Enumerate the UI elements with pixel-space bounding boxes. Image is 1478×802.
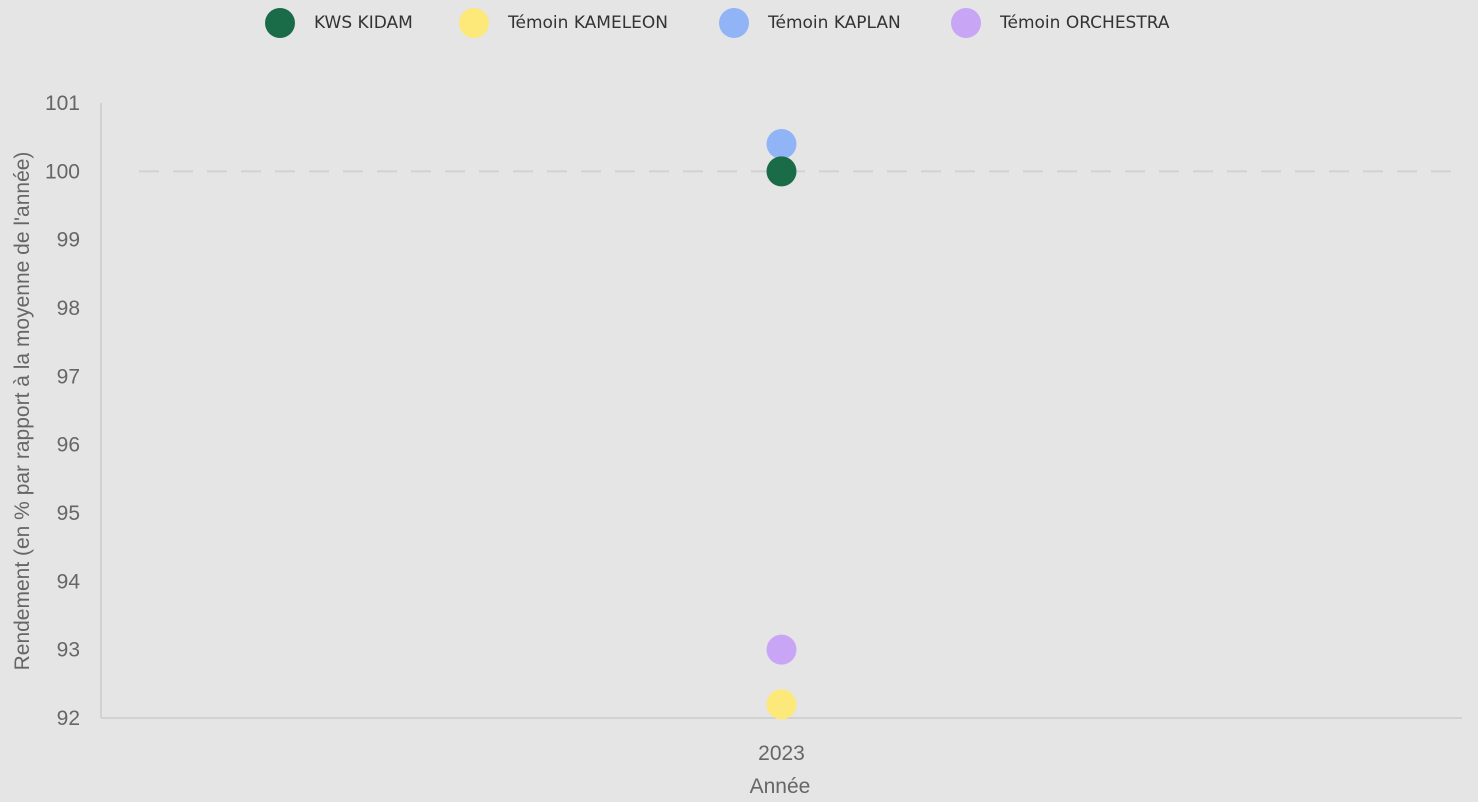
y-tick-label: 98: [57, 297, 80, 320]
data-points: [766, 129, 797, 720]
data-point-t-moin-kaplan[interactable]: [766, 129, 797, 159]
data-point-t-moin-orchestra[interactable]: [766, 634, 797, 665]
x-axis-title: Année: [750, 775, 811, 798]
legend-marker: [265, 8, 295, 38]
data-point-t-moin-kameleon[interactable]: [766, 689, 797, 720]
y-tick-labels: 92 93 94 95 96 97 98 99 100 101: [45, 92, 80, 730]
y-tick-label: 95: [57, 502, 80, 525]
y-tick-label: 92: [57, 707, 80, 730]
y-tick-label: 100: [45, 160, 80, 183]
legend-item-temoin-kameleon[interactable]: Témoin KAMELEON: [459, 6, 668, 40]
y-axis-title: Rendement (en % par rapport à la moyenne…: [11, 152, 34, 671]
legend-label: Témoin KAPLAN: [768, 13, 901, 33]
legend-marker: [951, 8, 981, 38]
legend-label: KWS KIDAM: [314, 13, 413, 33]
y-tick-label: 96: [57, 434, 80, 457]
y-tick-label: 99: [57, 229, 80, 252]
legend-item-temoin-kaplan[interactable]: Témoin KAPLAN: [719, 6, 901, 40]
legend-item-kws-kidam[interactable]: KWS KIDAM: [265, 6, 413, 40]
chart-legend: KWS KIDAM Témoin KAMELEON Témoin KAPLAN …: [0, 6, 1478, 40]
y-tick-label: 97: [57, 365, 80, 388]
y-tick-label: 94: [57, 570, 81, 593]
x-tick-labels: 2023: [758, 742, 805, 765]
legend-marker: [459, 8, 489, 38]
legend-label: Témoin KAMELEON: [508, 13, 669, 33]
legend-marker: [719, 8, 749, 38]
legend-label: Témoin ORCHESTRA: [1000, 13, 1170, 33]
y-tick-label: 101: [45, 92, 80, 115]
y-tick-label: 93: [57, 639, 80, 662]
data-point-kws-kidam[interactable]: [766, 156, 797, 187]
x-tick-label: 2023: [758, 742, 805, 765]
legend-item-temoin-orchestra[interactable]: Témoin ORCHESTRA: [951, 6, 1170, 40]
